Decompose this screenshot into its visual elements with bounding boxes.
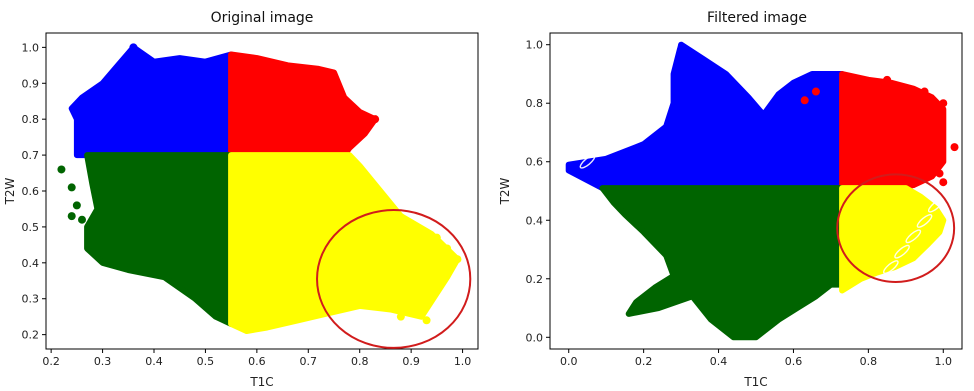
x-tick-label: 0.5: [197, 355, 215, 368]
cluster-blue-filtered: [565, 41, 846, 192]
y-tick-label: 0.8: [526, 97, 544, 110]
point-yellow-original: [422, 316, 431, 325]
x-tick-label: 0.6: [785, 355, 803, 368]
stripe-blue-filtered: [579, 154, 596, 169]
y-tick-label: 1.0: [22, 41, 40, 54]
highlight-ellipse-original: [316, 209, 472, 349]
point-yellow-original: [432, 233, 441, 242]
highlight-ellipse-filtered: [836, 173, 956, 283]
point-green-original: [57, 165, 66, 174]
stripe-yellow-filtered: [905, 229, 922, 244]
x-tick-label: 0.2: [42, 355, 60, 368]
stripe-yellow-filtered: [882, 260, 899, 274]
cluster-green-original: [84, 152, 235, 327]
x-axis-label-filtered: T1C: [743, 375, 767, 389]
point-green-original: [67, 183, 76, 192]
y-tick-label: 1.0: [526, 39, 544, 52]
y-tick-label: 0.4: [22, 257, 40, 270]
plot-area-filtered: [565, 41, 959, 341]
point-green-original: [78, 215, 86, 224]
y-tick-label: 0.0: [526, 331, 544, 344]
point-red-filtered: [913, 157, 922, 166]
point-red-filtered: [811, 87, 820, 96]
x-tick-label: 0.8: [351, 355, 369, 368]
chart-original-panel: Original image T1C T2W 0.2 0.3 0.4 0.5 0.6 0.…: [3, 10, 479, 389]
point-red-filtered: [935, 169, 944, 178]
y-tick-label: 0.8: [22, 113, 40, 126]
cluster-yellow-original: [228, 152, 461, 334]
y-tick-label: 0.6: [22, 185, 40, 198]
stripe-yellow-filtered: [927, 198, 944, 213]
point-yellow-original: [453, 255, 462, 264]
x-tick-label: 0.4: [710, 355, 728, 368]
chart-original: Original image T1C T2W 0.2 0.3 0.4 0.5 0.6 0.…: [3, 10, 479, 389]
y-tick-label: 0.5: [22, 221, 40, 234]
point-green-original: [72, 201, 81, 210]
x-tick-label: 1.0: [935, 355, 953, 368]
stripe-blue-filtered: [588, 142, 605, 157]
x-tick-label: 0.7: [300, 355, 318, 368]
point-yellow-original: [386, 283, 395, 292]
y-axis-label-original: T2W: [3, 177, 17, 205]
stripe-yellow-filtered: [916, 214, 933, 228]
chart-title-filtered: Filtered image: [707, 10, 807, 26]
x-tick-label: 1.0: [454, 355, 472, 368]
y-tick-label: 0.6: [526, 156, 544, 169]
point-red-filtered: [800, 96, 809, 105]
cluster-green-filtered: [599, 185, 846, 341]
point-green-original: [67, 212, 76, 221]
x-tick-label: 0.8: [860, 355, 878, 368]
stripe-blue-filtered: [652, 55, 669, 70]
point-red-filtered: [939, 99, 948, 108]
chart-title-original: Original image: [211, 10, 314, 26]
plot-area-original: [57, 43, 462, 334]
stripe-yellow-filtered: [894, 244, 910, 259]
point-red-filtered: [939, 178, 948, 187]
chart-filtered-panel: Filtered image T1C T2W 0.0 0.2 0.4 0.6 0.8 1.…: [487, 0, 974, 391]
stripe-blue-filtered: [625, 93, 642, 107]
stripe-blue-filtered: [607, 117, 623, 132]
point-red-filtered: [883, 75, 892, 84]
stripe-blue-filtered: [661, 43, 678, 58]
x-tick-label: 0.3: [94, 355, 112, 368]
point-yellow-original: [376, 266, 385, 274]
point-red-original: [371, 115, 380, 124]
x-tick-label: 0.6: [248, 355, 266, 368]
stripe-blue-filtered: [643, 68, 660, 83]
point-red-filtered: [950, 143, 959, 152]
y-tick-label: 0.2: [22, 329, 40, 342]
cluster-red-original: [228, 51, 379, 159]
point-red-filtered: [920, 87, 929, 96]
y-tick-label: 0.2: [526, 273, 544, 286]
point-yellow-original: [443, 244, 452, 253]
stripe-blue-filtered: [597, 130, 614, 144]
y-tick-label: 0.3: [22, 293, 40, 306]
stripe-blue-filtered: [634, 80, 651, 95]
cluster-yellow-filtered: [839, 185, 947, 294]
x-tick-label: 0.0: [560, 355, 578, 368]
chart-filtered: Filtered image T1C T2W 0.0 0.2 0.4 0.6 0.8 1.…: [498, 10, 963, 389]
y-tick-label: 0.9: [22, 77, 40, 90]
point-yellow-original: [396, 312, 405, 321]
point-yellow-original: [407, 258, 416, 267]
y-axis-label-filtered: T2W: [498, 177, 512, 205]
x-tick-label: 0.4: [145, 355, 163, 368]
x-tick-label: 0.2: [635, 355, 653, 368]
x-axis-label-original: T1C: [249, 375, 273, 389]
y-tick-label: 0.4: [526, 214, 544, 227]
plot-frame-filtered: [549, 32, 963, 350]
x-tick-label: 0.9: [402, 355, 420, 368]
stripe-blue-filtered: [616, 105, 632, 120]
point-blue-original: [129, 43, 138, 52]
y-tick-label: 0.7: [22, 149, 40, 162]
cluster-blue-original: [68, 44, 235, 159]
